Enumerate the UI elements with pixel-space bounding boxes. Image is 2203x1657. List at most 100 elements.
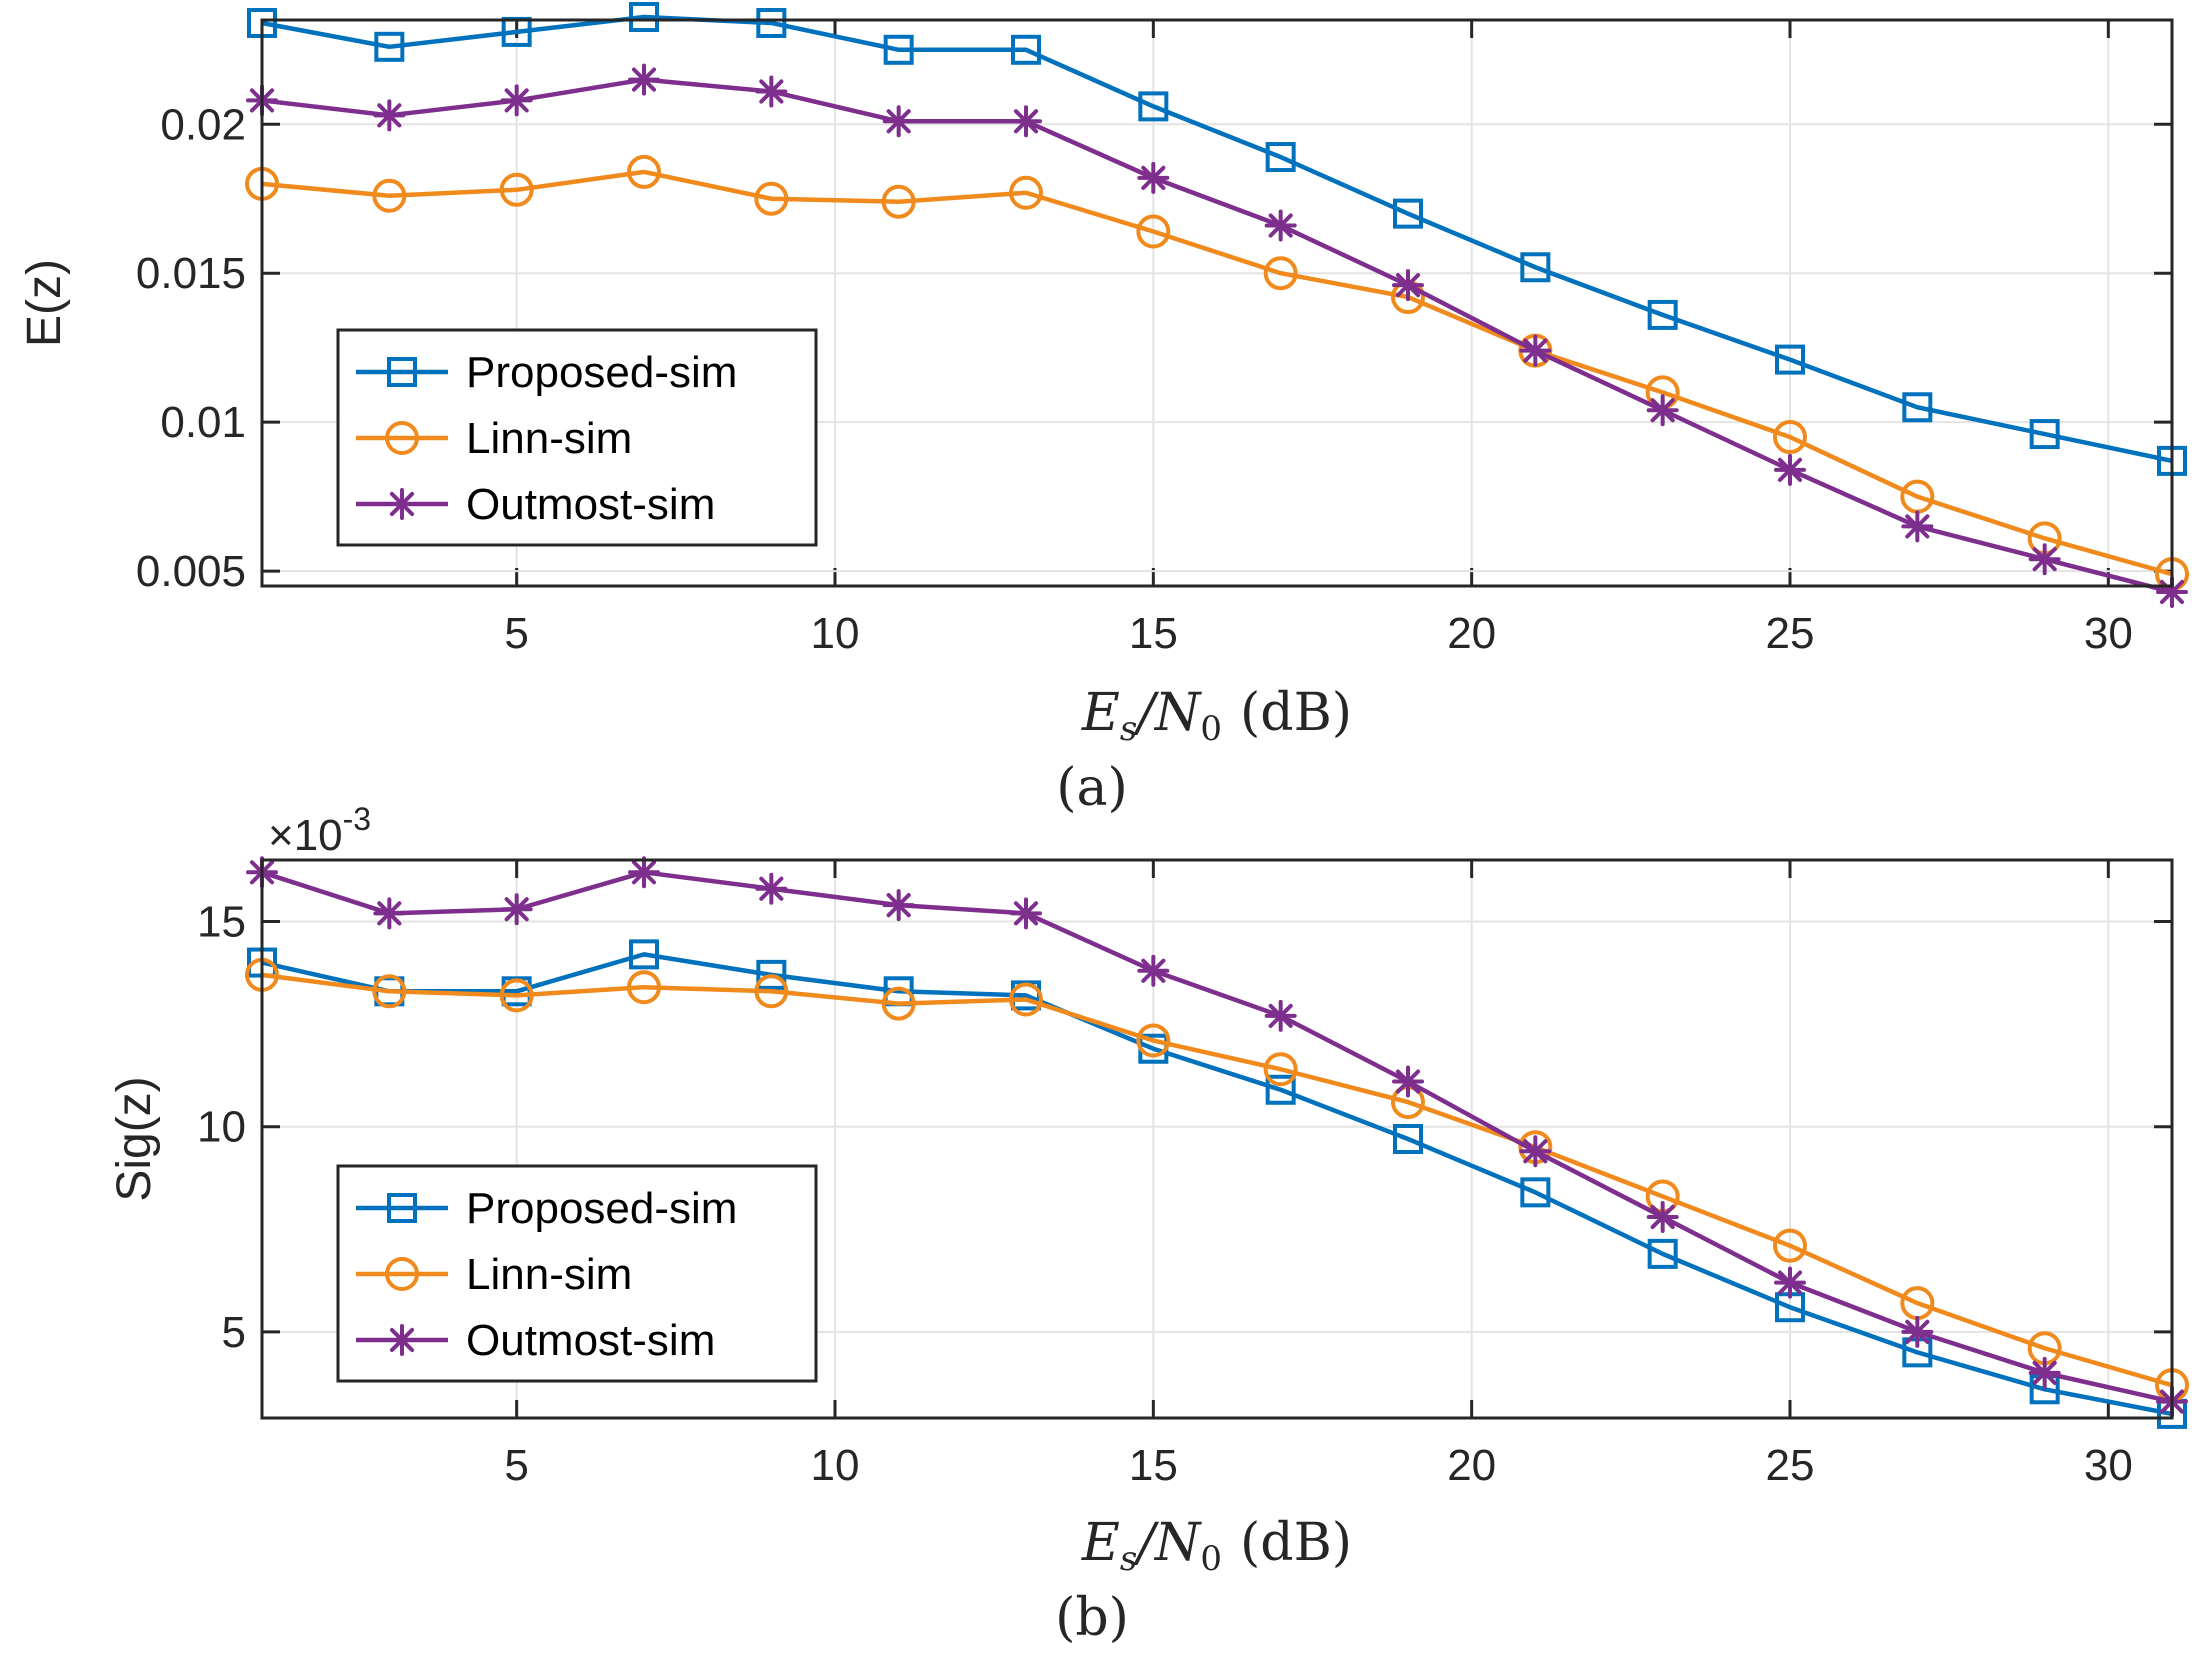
legend-a: Proposed-sim Linn-sim Outmost-sim xyxy=(336,328,818,547)
x-axis-label-b: Es/N0 (dB) xyxy=(1081,1513,1352,1579)
x-tick-label: 15 xyxy=(1129,609,1178,658)
data-point-proposed-sim xyxy=(629,939,659,970)
data-point-outmost-sim xyxy=(1392,269,1424,302)
data-point-proposed-sim xyxy=(756,959,787,990)
data-point-proposed-sim xyxy=(1647,1238,1678,1269)
x-tick-label: 5 xyxy=(504,1441,528,1490)
data-point-linn-sim xyxy=(881,986,916,1021)
data-point-linn-sim xyxy=(499,172,534,207)
legend-label-outmost-sim: Outmost-sim xyxy=(466,480,715,529)
data-point-outmost-sim xyxy=(1264,999,1297,1032)
data-point-proposed-sim xyxy=(1647,299,1678,330)
data-point-outmost-sim xyxy=(373,897,406,930)
data-point-outmost-sim xyxy=(628,856,660,889)
legend-marker-proposed-sim xyxy=(387,357,417,387)
data-point-proposed-sim xyxy=(1265,142,1296,173)
series-line-outmost-sim xyxy=(261,870,2173,1404)
series-line-linn-sim xyxy=(261,169,2173,577)
data-point-outmost-sim xyxy=(1774,1266,1806,1299)
legend-marker-linn-sim xyxy=(385,1257,419,1291)
data-point-proposed-sim xyxy=(1902,392,1933,423)
data-point-proposed-sim xyxy=(1775,344,1805,375)
series-line-linn-sim xyxy=(261,972,2173,1388)
series-line-proposed-sim xyxy=(261,14,2173,464)
data-point-linn-sim xyxy=(627,970,661,1005)
y-tick-label: 10 xyxy=(197,1103,246,1152)
data-point-proposed-sim xyxy=(374,31,405,62)
data-point-outmost-sim xyxy=(1010,105,1042,138)
data-point-outmost-sim xyxy=(1010,897,1042,930)
data-point-linn-sim xyxy=(1263,1052,1298,1087)
series-layer-b xyxy=(245,856,2189,1429)
series-line-outmost-sim xyxy=(261,77,2173,595)
series-line-proposed-sim xyxy=(261,952,2173,1417)
data-point-outmost-sim xyxy=(1137,954,1170,987)
x-axis-label-a: Es/N0 (dB) xyxy=(1081,683,1352,749)
data-point-outmost-sim xyxy=(882,889,915,922)
x-tick-label: 30 xyxy=(2084,1441,2133,1490)
caption-b: (b) xyxy=(1055,1588,1129,1648)
data-point-proposed-sim xyxy=(1520,1177,1551,1208)
data-point-proposed-sim xyxy=(1393,198,1423,229)
data-point-outmost-sim xyxy=(628,63,660,96)
x-tick-label: 15 xyxy=(1129,1441,1178,1490)
data-point-outmost-sim xyxy=(1264,209,1297,242)
legend-label-linn-sim: Linn-sim xyxy=(466,1250,632,1299)
legend-label-proposed-sim: Proposed-sim xyxy=(466,348,737,397)
x-tick-label: 25 xyxy=(1766,609,1815,658)
data-point-outmost-sim xyxy=(1392,1065,1424,1098)
data-point-outmost-sim xyxy=(882,105,915,138)
data-point-outmost-sim xyxy=(755,75,788,108)
data-point-proposed-sim xyxy=(629,2,659,33)
data-point-linn-sim xyxy=(1263,256,1298,291)
data-point-linn-sim xyxy=(1773,1228,1807,1263)
y-tick-label: 5 xyxy=(222,1308,246,1357)
data-point-outmost-sim xyxy=(2028,1356,2061,1389)
x-tick-label: 10 xyxy=(811,1441,860,1490)
axes-box-a xyxy=(260,18,2174,588)
data-point-linn-sim xyxy=(372,178,407,213)
data-point-proposed-sim xyxy=(1520,252,1551,283)
series-layer-a xyxy=(245,2,2189,608)
data-point-outmost-sim xyxy=(1519,334,1552,367)
x-tick-label: 20 xyxy=(1447,1441,1496,1490)
data-point-linn-sim xyxy=(372,974,407,1009)
x-tick-label: 30 xyxy=(2084,609,2133,658)
x-tick-label: 5 xyxy=(504,609,528,658)
data-point-outmost-sim xyxy=(1519,1135,1552,1168)
data-point-linn-sim xyxy=(754,974,789,1009)
legend-label-outmost-sim: Outmost-sim xyxy=(466,1316,715,1365)
data-point-linn-sim xyxy=(754,181,789,216)
data-point-outmost-sim xyxy=(1901,1315,1934,1348)
y-tick-label: 0.015 xyxy=(136,249,246,298)
data-point-linn-sim xyxy=(499,978,534,1013)
y-axis-multiplier-b: ×10-3 xyxy=(268,801,371,860)
data-point-linn-sim xyxy=(1009,982,1043,1017)
y-tick-label: 0.02 xyxy=(160,100,246,149)
data-point-proposed-sim xyxy=(756,7,787,38)
x-tick-label: 10 xyxy=(811,609,860,658)
data-point-linn-sim xyxy=(881,184,916,219)
legend-label-proposed-sim: Proposed-sim xyxy=(466,1184,737,1233)
data-point-proposed-sim xyxy=(1138,91,1169,122)
legend-marker-outmost-sim xyxy=(386,488,418,520)
data-point-outmost-sim xyxy=(1137,161,1170,194)
data-point-outmost-sim xyxy=(2028,543,2061,576)
data-point-outmost-sim xyxy=(755,872,788,905)
data-point-linn-sim xyxy=(1136,214,1171,249)
tick-labels-a: 5 10 15 20 25 30 0.005 0.01 0.015 0.02 xyxy=(136,100,2133,658)
legend-b: Proposed-sim Linn-sim Outmost-sim xyxy=(336,1164,818,1383)
y-tick-label: 15 xyxy=(197,898,246,947)
x-tick-label: 25 xyxy=(1766,1441,1815,1490)
data-point-outmost-sim xyxy=(1646,1200,1679,1233)
data-point-linn-sim xyxy=(1136,1023,1171,1058)
legend-marker-linn-sim xyxy=(385,421,419,455)
data-point-proposed-sim xyxy=(883,34,914,65)
data-point-linn-sim xyxy=(1773,420,1807,455)
tick-labels-b: 5 10 15 20 25 30 5 10 15 xyxy=(197,898,2133,1490)
data-point-outmost-sim xyxy=(500,893,533,926)
axes-box-b xyxy=(260,858,2174,1420)
data-point-proposed-sim xyxy=(1393,1124,1423,1154)
